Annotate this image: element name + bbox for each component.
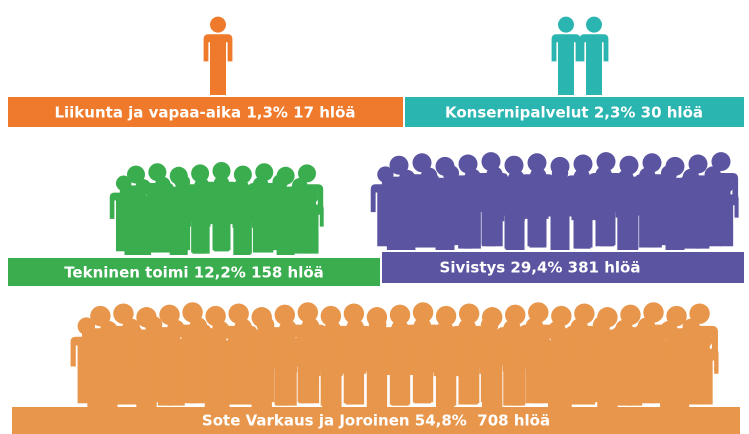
- group-label: Konsernipalvelut 2,3% 30 hlöä: [445, 104, 703, 122]
- person-icon: [552, 17, 581, 95]
- group-label: Tekninen toimi 12,2% 158 hlöä: [64, 264, 324, 282]
- group-label: Liikunta ja vapaa-aika 1,3% 17 hlöä: [54, 104, 355, 122]
- group-label: Sivistys 29,4% 381 hlöä: [440, 259, 641, 277]
- person-icon: [205, 162, 237, 250]
- page: Liikunta ja vapaa-aika 1,3% 17 hlöä Kons…: [0, 0, 749, 434]
- person-icon: [204, 17, 233, 95]
- crowds: [71, 17, 739, 407]
- person-icon: [580, 17, 609, 95]
- person-icon: [543, 157, 577, 250]
- person-icon: [566, 155, 600, 248]
- infographic: Liikunta ja vapaa-aika 1,3% 17 hlöä Kons…: [0, 0, 749, 434]
- group-label: Sote Varkaus ja Joroinen 54,8% 708 hlöä: [202, 412, 550, 430]
- person-icon: [520, 153, 554, 246]
